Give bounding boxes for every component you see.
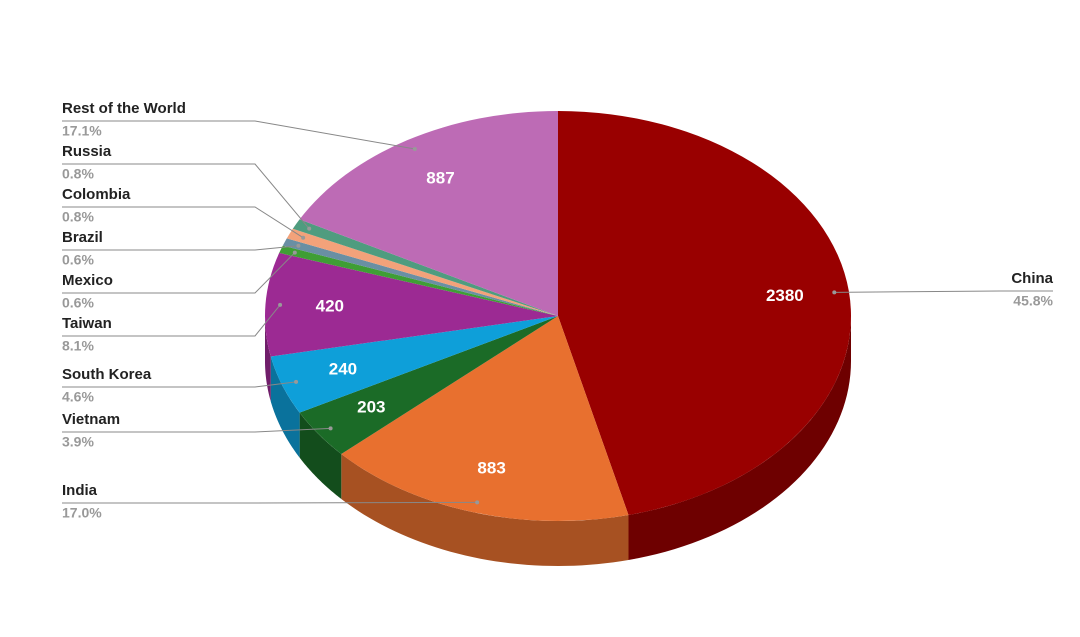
legend-name: Brazil	[62, 229, 103, 246]
slice-side	[265, 316, 271, 402]
leader-line	[62, 381, 297, 388]
leader-dot	[307, 226, 312, 231]
legend-percent: 4.6%	[62, 389, 94, 405]
legend-name: Taiwan	[62, 315, 112, 332]
legend-name: Vietnam	[62, 411, 120, 428]
slice	[299, 111, 558, 316]
slice	[270, 316, 558, 413]
leader-dot	[475, 500, 480, 505]
slice-side	[628, 316, 851, 560]
legend-name: India	[62, 482, 98, 499]
leader-dot	[294, 379, 299, 384]
leader-dot	[328, 426, 333, 431]
leader-dot	[292, 250, 297, 255]
value-label: 887	[426, 168, 454, 187]
legend-percent: 8.1%	[62, 338, 94, 354]
slice-side	[270, 356, 300, 458]
leader-line	[62, 120, 415, 150]
legend-name: Colombia	[62, 186, 131, 203]
legend-name: South Korea	[62, 366, 152, 383]
leader-dot	[412, 146, 417, 151]
legend-percent: 17.1%	[62, 123, 102, 139]
slice	[286, 228, 558, 316]
leader-dot	[296, 243, 301, 248]
leader-line	[62, 427, 331, 433]
slice	[282, 238, 558, 316]
slice	[279, 245, 558, 316]
value-label: 240	[329, 360, 357, 379]
leader-dot	[832, 290, 837, 295]
value-label: 420	[316, 296, 344, 315]
leader-line	[62, 163, 310, 230]
legend-name: Mexico	[62, 272, 113, 289]
leader-line	[62, 206, 304, 239]
value-label: 2380	[766, 286, 804, 305]
leader-dot	[278, 302, 283, 307]
slice-side	[341, 453, 629, 566]
leader-line	[62, 245, 299, 251]
legend-percent: 45.8%	[1013, 293, 1053, 309]
leader-dot	[301, 235, 306, 240]
slice-side	[299, 412, 342, 499]
legend-percent: 0.6%	[62, 295, 94, 311]
slice	[299, 316, 558, 454]
value-label: 883	[477, 458, 505, 477]
legend-percent: 0.8%	[62, 209, 94, 225]
value-label: 203	[357, 398, 385, 417]
legend-percent: 0.6%	[62, 252, 94, 268]
leader-line	[62, 304, 281, 337]
leader-line	[834, 290, 1053, 293]
slice	[265, 252, 558, 357]
legend-name: China	[1011, 270, 1053, 287]
legend-percent: 0.8%	[62, 166, 94, 182]
leader-line	[62, 252, 296, 294]
slice	[558, 111, 852, 515]
slice	[341, 316, 629, 521]
legend-percent: 17.0%	[62, 505, 102, 521]
legend-name: Rest of the World	[62, 100, 186, 117]
leader-line	[62, 501, 478, 504]
legend-name: Russia	[62, 143, 112, 160]
slice	[292, 219, 558, 316]
legend-percent: 3.9%	[62, 434, 94, 450]
